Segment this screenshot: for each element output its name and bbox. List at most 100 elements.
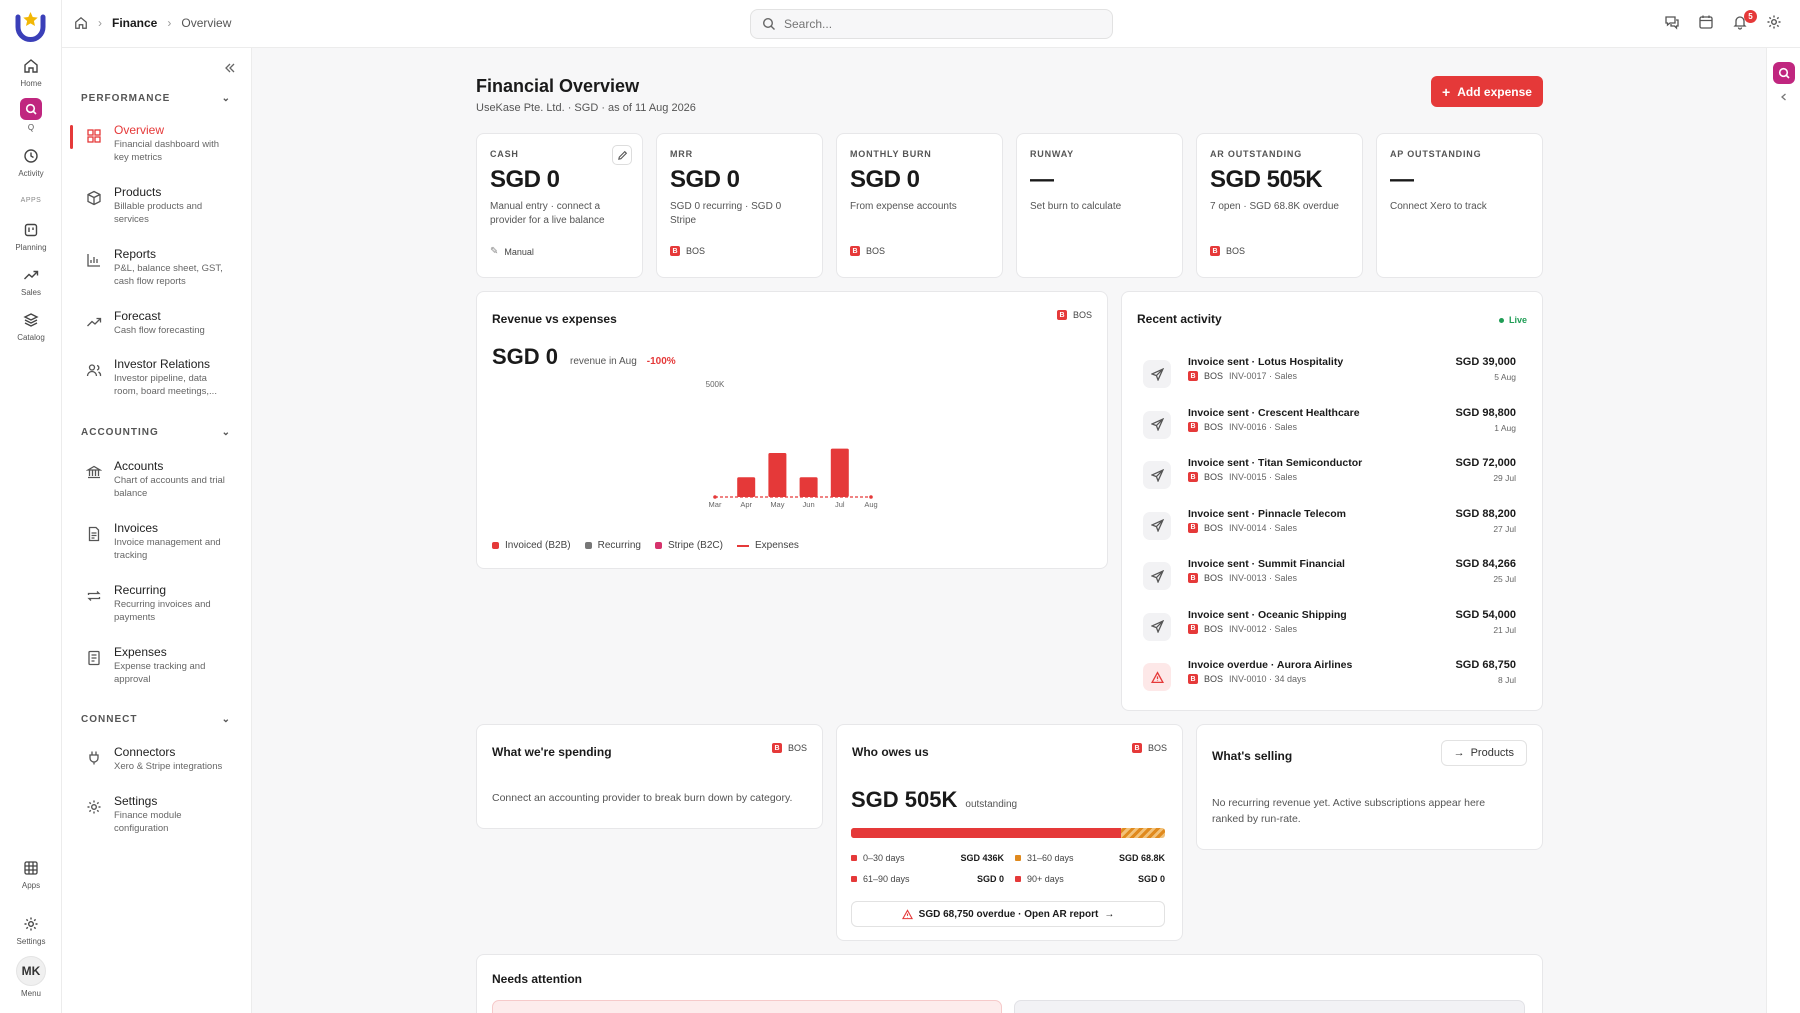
activity-amount: SGD 54,000 [1455, 608, 1516, 621]
bar-chart-icon [87, 254, 100, 267]
nav-reports[interactable]: Reports P&L, balance sheet, GST, cash flo… [72, 247, 244, 288]
send-icon [1143, 461, 1171, 489]
nav-title: Expenses [114, 645, 167, 659]
legend-label: Recurring [597, 540, 641, 551]
legend-label: Expenses [754, 540, 799, 551]
attention-item-info[interactable] [1014, 1000, 1525, 1013]
collapse-sidebar-icon[interactable] [224, 62, 236, 74]
nav-desc: Recurring invoices and payments [114, 599, 211, 623]
nav-title: Overview [114, 123, 165, 137]
source-label: Manual [504, 246, 534, 257]
kpi-runway: RUNWAY — Set burn to calculate [1016, 133, 1183, 278]
aging-value: SGD 0 [1137, 874, 1165, 884]
send-icon [1143, 511, 1171, 540]
app-logo-icon[interactable] [15, 9, 46, 42]
bar-may[interactable] [768, 453, 787, 497]
breadcrumb: › Finance › Overview [74, 16, 231, 30]
activity-row[interactable]: Invoice sent · Summit Financial B BOS INV-0… [1136, 558, 1518, 602]
section-accounting[interactable]: ACCOUNTING ⌄ [81, 427, 231, 438]
activity-row[interactable]: Invoice overdue · Aurora Airlines B BOS INV… [1136, 659, 1518, 703]
breadcrumb-current: Overview [181, 16, 232, 30]
open-ar-report-button[interactable]: SGD 68,750 overdue · Open AR report → [851, 901, 1165, 927]
spending-card: What we're spending B BOS Connect an acco… [476, 724, 823, 829]
kpi-value: — [1390, 166, 1414, 193]
nav-overview[interactable]: Overview Financial dashboard with key met… [70, 123, 244, 164]
legend-stripe: Stripe (B2C) [654, 540, 723, 551]
activity-amount: SGD 88,200 [1455, 507, 1516, 520]
bar-jul[interactable] [830, 448, 849, 497]
activity-row[interactable]: Invoice sent · Oceanic Shipping B BOS INV-0… [1136, 609, 1518, 653]
gear-icon[interactable] [1766, 14, 1786, 34]
nav-settings[interactable]: Settings Finance module configuration [72, 794, 244, 835]
activity-row[interactable]: Invoice sent · Pinnacle Telecom B BOS INV-0… [1136, 508, 1518, 552]
rail-label: Settings [16, 937, 46, 946]
q-assistant-icon[interactable] [1773, 62, 1795, 84]
activity-row[interactable]: Invoice sent · Crescent Healthcare B BOS IN… [1136, 407, 1518, 451]
rail-catalog[interactable]: Catalog [0, 310, 62, 342]
aging-90-plus: 90+ days [1015, 874, 1064, 884]
activity-row[interactable]: Invoice sent · Lotus Hospitality B BOS INV-… [1136, 356, 1518, 400]
rail-user-menu[interactable]: MK Menu [0, 956, 62, 998]
bar-apr[interactable] [737, 477, 756, 497]
trend-icon [21, 265, 41, 285]
bos-icon: B [850, 246, 860, 256]
add-expense-button[interactable]: + Add expense [1431, 76, 1543, 107]
source-label: BOS [1147, 743, 1167, 753]
products-button[interactable]: → Products [1440, 740, 1527, 766]
nav-invoices[interactable]: Invoices Invoice management and tracking [72, 521, 244, 562]
rail-label: Planning [15, 243, 47, 252]
rail-label: Home [20, 79, 42, 88]
calendar-icon[interactable] [1698, 14, 1718, 34]
activity-amount: SGD 98,800 [1455, 406, 1516, 419]
rail-label: Sales [20, 288, 41, 297]
legend-label: Stripe (B2C) [667, 540, 723, 551]
bar-jun[interactable] [799, 477, 818, 497]
y-tick-label: 500K [706, 380, 725, 389]
activity-date: 21 Jul [1493, 624, 1516, 635]
activity-source: BOS [1204, 522, 1224, 533]
section-performance[interactable]: PERFORMANCE ⌄ [81, 93, 231, 104]
rail-label: Q [27, 123, 35, 132]
rail-planning[interactable]: Planning [0, 220, 62, 252]
nav-products[interactable]: Products Billable products and services [72, 185, 244, 226]
home-icon[interactable] [74, 16, 88, 30]
chat-icon[interactable] [1664, 14, 1684, 34]
nav-forecast[interactable]: Forecast Cash flow forecasting [72, 309, 244, 337]
nav-accounts[interactable]: Accounts Chart of accounts and trial bala… [72, 459, 244, 500]
activity-row[interactable]: Invoice sent · Titan Semiconductor B BOS IN… [1136, 457, 1518, 501]
send-icon [1143, 360, 1171, 388]
kpi-cash: CASH SGD 0 Manual entry · connect a prov… [476, 133, 643, 278]
x-tick-label: Aug [864, 500, 877, 509]
nav-investor-relations[interactable]: Investor Relations Investor pipeline, dat… [72, 357, 244, 398]
attention-item-alert[interactable] [492, 1000, 1002, 1013]
bell-icon[interactable]: 5 [1732, 10, 1757, 34]
search-box[interactable] [750, 9, 1113, 39]
activity-ref: INV-0017 · Sales [1229, 371, 1298, 381]
activity-meta: B BOS INV-0016 · Sales [1188, 421, 1298, 432]
rail-home[interactable]: Home [0, 56, 62, 88]
rail-q[interactable]: Q [0, 98, 62, 132]
bos-icon: B [1188, 573, 1198, 583]
nav-title: Settings [114, 794, 158, 808]
rail-settings[interactable]: Settings [0, 914, 62, 946]
rail-sales[interactable]: Sales [0, 265, 62, 297]
expand-panel-icon[interactable] [1779, 92, 1789, 102]
breadcrumb-finance[interactable]: Finance [112, 16, 158, 30]
aging-label: 90+ days [1027, 874, 1064, 884]
nav-expenses[interactable]: Expenses Expense tracking and approval [72, 645, 244, 686]
section-connect[interactable]: CONNECT ⌄ [81, 714, 231, 725]
legend-invoiced: Invoiced (B2B) [492, 540, 571, 551]
kpi-source: B BOS [670, 246, 705, 256]
search-input[interactable] [784, 17, 1084, 31]
rail-apps[interactable]: Apps [0, 858, 62, 890]
nav-recurring[interactable]: Recurring Recurring invoices and payments [72, 583, 244, 624]
nav-connectors[interactable]: Connectors Xero & Stripe integrations [72, 745, 244, 773]
kpi-label: MRR [670, 149, 693, 159]
users-icon [86, 364, 102, 377]
activity-ref: INV-0016 · Sales [1229, 421, 1298, 432]
rail-activity[interactable]: Activity [0, 146, 62, 178]
kpi-desc: From expense accounts [850, 201, 957, 212]
edit-icon[interactable] [612, 145, 632, 165]
nav-desc: P&L, balance sheet, GST, cash flow repor… [114, 263, 223, 287]
bos-icon: B [670, 246, 680, 256]
